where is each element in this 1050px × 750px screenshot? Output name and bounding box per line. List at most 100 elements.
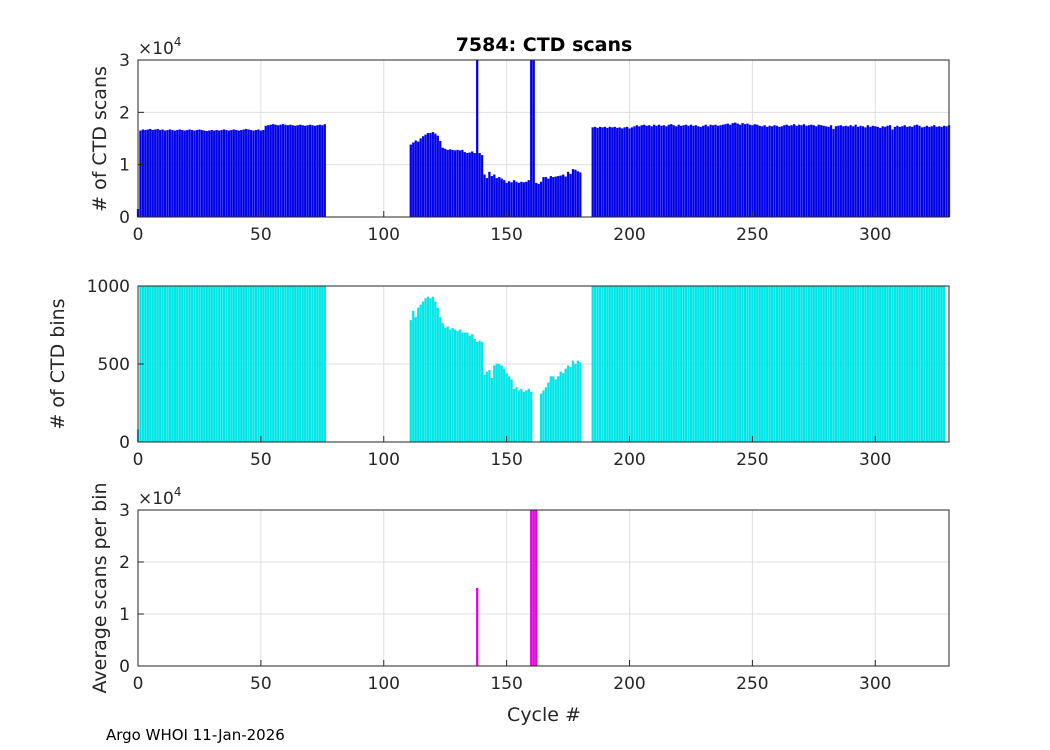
bar — [842, 285, 845, 443]
bar — [294, 125, 297, 218]
bar — [741, 123, 744, 218]
bar — [817, 124, 820, 218]
x-axis-label: Cycle # — [507, 704, 581, 726]
y-tick-label: 1000 — [87, 277, 130, 297]
bar — [547, 382, 550, 443]
bar — [748, 285, 752, 443]
y-axis-label: # of CTD bins — [47, 298, 69, 429]
bar — [648, 125, 651, 218]
bar — [859, 125, 862, 218]
bar — [289, 285, 292, 443]
bar — [306, 285, 309, 443]
bar — [945, 126, 948, 218]
bar — [913, 285, 916, 443]
bar — [911, 126, 914, 218]
bar — [193, 285, 196, 443]
bar — [741, 285, 744, 443]
bar — [672, 125, 675, 218]
x-tick-label: 200 — [613, 674, 645, 694]
x-tick-label: 200 — [613, 450, 645, 470]
bar — [942, 125, 946, 218]
bar — [213, 285, 216, 443]
bar — [810, 124, 813, 218]
bar — [579, 172, 582, 218]
bar — [183, 285, 186, 443]
bar — [156, 285, 159, 443]
bar — [149, 128, 152, 218]
bar — [217, 285, 221, 443]
bar — [667, 124, 670, 218]
bar — [829, 285, 833, 443]
bar — [554, 379, 557, 443]
bar — [709, 124, 712, 218]
bar — [638, 126, 641, 218]
bar — [188, 129, 191, 218]
bar — [183, 130, 186, 218]
bar — [547, 178, 550, 218]
bar — [210, 129, 213, 218]
bar — [441, 147, 444, 218]
bar — [920, 127, 924, 218]
bar — [652, 124, 656, 218]
bar — [525, 390, 528, 443]
bar — [788, 125, 791, 218]
bar — [623, 127, 626, 218]
bar — [503, 180, 506, 218]
bar — [215, 129, 218, 218]
x-tick-label: 300 — [859, 450, 891, 470]
bar — [598, 285, 602, 443]
bar — [805, 285, 808, 443]
bar — [613, 285, 616, 443]
bar — [208, 130, 211, 218]
bar — [569, 173, 572, 218]
bar — [719, 285, 722, 443]
bar — [237, 285, 240, 443]
bar — [662, 125, 666, 218]
bar — [503, 368, 506, 443]
bar — [675, 126, 678, 218]
bar — [436, 307, 439, 443]
bar — [166, 285, 169, 443]
bar — [237, 130, 240, 218]
bar — [279, 124, 282, 218]
bar — [446, 326, 449, 443]
bar — [291, 285, 294, 443]
bar — [687, 125, 690, 218]
bar — [802, 285, 806, 443]
bar — [893, 126, 897, 218]
bar — [213, 130, 216, 218]
bar — [901, 126, 904, 218]
bar — [156, 128, 159, 218]
bar — [770, 126, 774, 218]
bar — [247, 285, 250, 443]
bar — [729, 124, 732, 218]
x-tick-label: 100 — [368, 674, 400, 694]
bar — [439, 140, 442, 218]
bar — [463, 332, 466, 443]
bar — [788, 285, 791, 443]
bar — [704, 124, 707, 218]
bar — [200, 129, 204, 218]
bar — [758, 125, 761, 218]
bar — [667, 285, 670, 443]
bar — [596, 127, 599, 218]
bar — [534, 509, 538, 667]
bar — [532, 509, 535, 667]
bar — [490, 377, 494, 443]
y-tick-label: 0 — [119, 433, 130, 453]
bar — [770, 285, 774, 443]
bar — [660, 125, 663, 218]
bar — [323, 124, 326, 218]
bar — [773, 285, 776, 443]
bar — [281, 124, 285, 218]
bar — [444, 327, 447, 443]
bar — [409, 320, 412, 443]
y-tick-label: 3 — [119, 501, 130, 521]
bar — [476, 587, 479, 667]
bar — [795, 125, 798, 218]
bar — [466, 332, 469, 443]
bar — [883, 126, 887, 218]
bar — [608, 285, 611, 443]
x-tick-label: 0 — [133, 674, 144, 694]
bar — [763, 125, 766, 218]
